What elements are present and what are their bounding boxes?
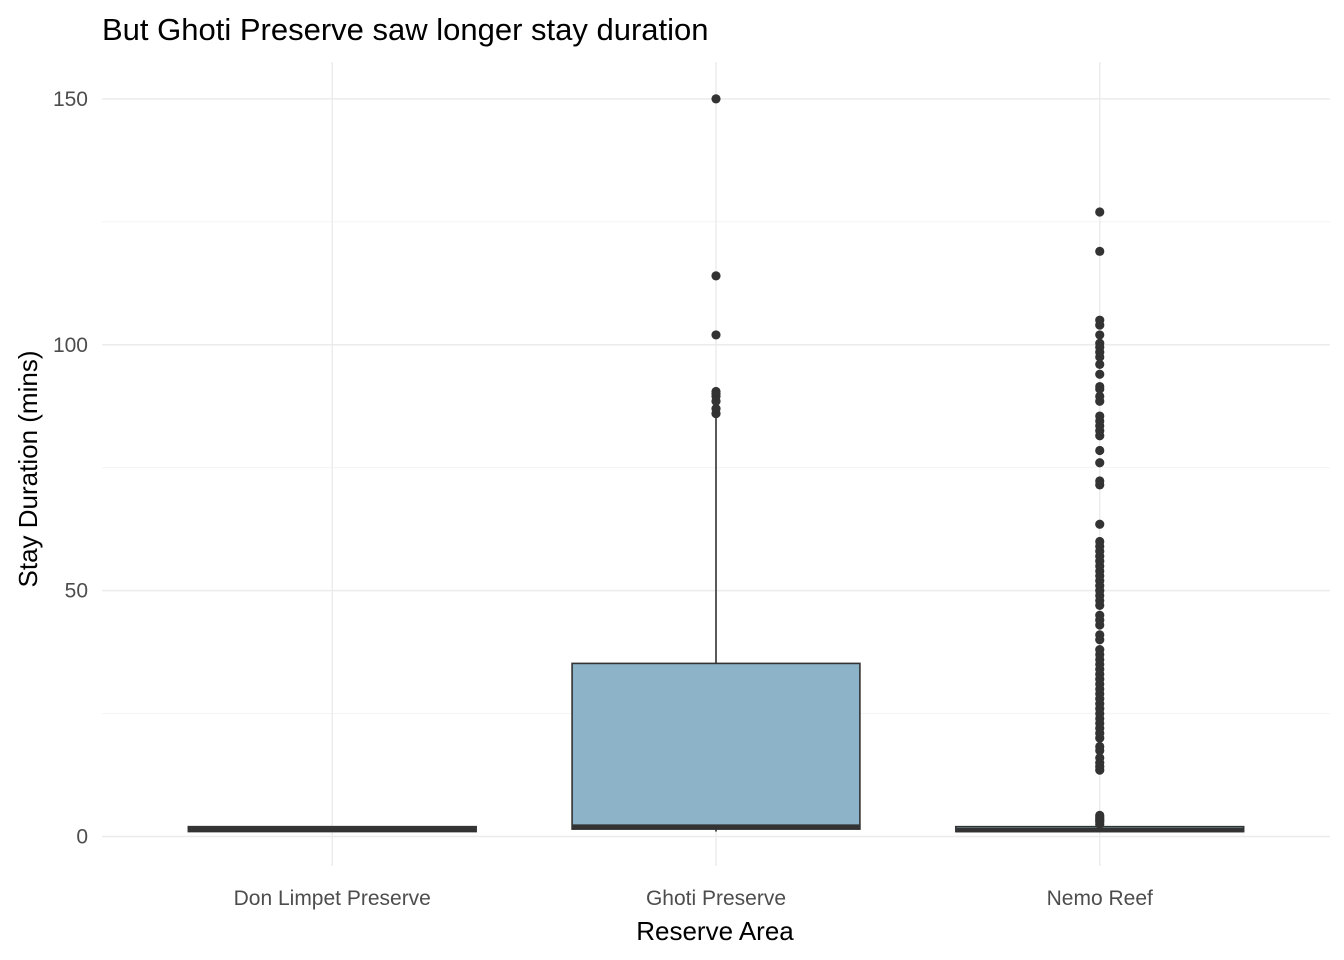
x-axis-title: Reserve Area xyxy=(636,916,794,946)
outlier-point xyxy=(1095,359,1105,370)
y-tick-label: 100 xyxy=(53,334,88,357)
outlier-point xyxy=(1095,610,1105,620)
box-group xyxy=(571,94,861,832)
x-tick-label: Don Limpet Preserve xyxy=(234,887,431,910)
outlier-point xyxy=(1095,519,1105,529)
x-axis-tick-labels: Don Limpet Preserve Ghoti Preserve Nemo Re… xyxy=(234,887,1153,910)
box-series xyxy=(187,94,1245,833)
outlier-point xyxy=(1095,391,1105,401)
outlier-point xyxy=(1095,330,1105,340)
outlier-point xyxy=(1095,741,1105,752)
outlier-point xyxy=(1095,338,1105,348)
chart-title: But Ghoti Preserve saw longer stay durat… xyxy=(102,12,709,47)
outlier-point xyxy=(1095,246,1105,256)
outlier-point xyxy=(711,386,721,397)
outlier-point xyxy=(1095,458,1105,468)
y-tick-label: 150 xyxy=(53,88,88,111)
outlier-point xyxy=(1095,445,1105,456)
outlier-point xyxy=(1095,207,1105,217)
outlier-point xyxy=(1095,369,1105,379)
y-axis-title: Stay Duration (mins) xyxy=(13,351,43,588)
y-tick-label: 0 xyxy=(76,825,88,848)
outlier-point xyxy=(1095,381,1105,392)
outlier-point xyxy=(711,271,721,281)
y-axis-tick-labels: 0 50 100 150 xyxy=(53,88,88,849)
box-group xyxy=(187,825,477,833)
outlier-point xyxy=(1095,536,1105,547)
box-body xyxy=(571,662,861,830)
outlier-point xyxy=(1095,810,1105,820)
y-tick-label: 50 xyxy=(65,580,88,603)
x-tick-label: Ghoti Preserve xyxy=(646,887,786,910)
outlier-point xyxy=(711,94,721,104)
box-group xyxy=(955,207,1245,833)
outlier-point xyxy=(1095,645,1105,655)
outlier-point xyxy=(1095,315,1105,325)
outlier-point xyxy=(711,404,721,414)
outlier-point xyxy=(1095,411,1105,421)
outlier-point xyxy=(711,330,721,340)
outlier-point xyxy=(1095,476,1105,486)
outlier-point xyxy=(1095,630,1105,640)
outlier-point xyxy=(1095,753,1105,763)
x-tick-label: Nemo Reef xyxy=(1047,887,1153,910)
